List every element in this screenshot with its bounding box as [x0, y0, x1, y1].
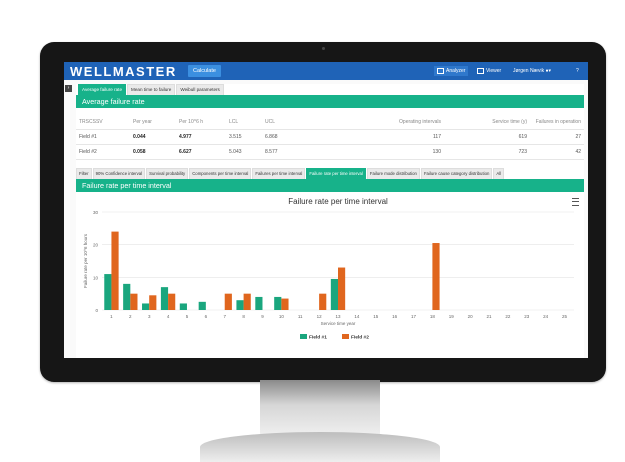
chart-panel: Failure rate per time interval 0 10 20 30 Fai… — [76, 192, 584, 358]
section-title-failure-rate: Failure rate per time interval — [76, 179, 584, 192]
legend-swatch — [300, 334, 307, 339]
bar-field1 — [274, 296, 282, 310]
bar-field2 — [111, 231, 119, 310]
x-tick-label: 15 — [373, 314, 379, 319]
x-tick-label: 25 — [562, 314, 568, 319]
tab-survival-probability[interactable]: Survival probability — [146, 168, 189, 179]
chart-title: Failure rate per time interval — [288, 197, 388, 206]
bar-field2 — [432, 243, 440, 310]
bar-field1 — [123, 283, 131, 310]
x-tick-label: 4 — [167, 314, 170, 319]
section-title-average: Average failure rate — [76, 95, 584, 108]
main-content: Average failure rate Mean time to failur… — [76, 84, 584, 358]
tab-filter[interactable]: Filter — [76, 168, 92, 179]
y-tick-label: 20 — [93, 243, 99, 248]
x-tick-label: 2 — [129, 314, 132, 319]
x-tick-label: 13 — [335, 314, 341, 319]
monitor-neck — [260, 380, 380, 435]
x-tick-label: 23 — [524, 314, 530, 319]
tab-confidence-interval[interactable]: 90% Confidence interval — [92, 168, 146, 179]
top-bar: WELLMASTER Calculate Analyzer Viewer Jør… — [64, 62, 588, 80]
x-tick-label: 22 — [505, 314, 511, 319]
bar-field1 — [160, 287, 169, 310]
chart-icon — [437, 67, 444, 74]
table-row: Field #2 0.058 6.627 5.043 8.577 130 723… — [76, 144, 584, 160]
tab-mean-time-to-failure[interactable]: Mean time to failure — [127, 84, 176, 95]
bar-field1 — [255, 296, 263, 310]
bar-field1 — [330, 278, 338, 310]
tab-average-failure-rate[interactable]: Average failure rate — [78, 84, 127, 95]
x-tick-label: 19 — [449, 314, 455, 319]
y-tick-label: 30 — [93, 210, 99, 215]
y-axis-label: Failure rate per 10^6 hours — [83, 233, 88, 288]
tab-failure-rate-per-interval[interactable]: Failure rate per time interval — [306, 168, 366, 179]
monitor-base — [200, 432, 440, 462]
y-tick-label: 10 — [93, 275, 99, 280]
collapse-icon[interactable]: › — [65, 85, 72, 92]
camera — [322, 47, 325, 50]
bar-field2 — [149, 295, 157, 310]
x-tick-label: 12 — [317, 314, 323, 319]
x-tick-label: 9 — [261, 314, 264, 319]
tab-failures-per-interval[interactable]: Failures per time interval — [252, 168, 306, 179]
chart-tabs: Filter 90% Confidence interval Survival … — [76, 168, 505, 179]
bar-field1 — [179, 303, 187, 310]
bar-field1 — [198, 301, 206, 310]
x-axis-label: Service time year — [321, 321, 356, 326]
legend-label: Field #1 — [309, 335, 327, 341]
help-icon[interactable]: ? — [576, 68, 579, 74]
y-tick-label: 0 — [95, 308, 98, 313]
user-icon: ●▾ — [545, 68, 552, 74]
calculate-button[interactable]: Calculate — [188, 65, 221, 77]
table-row: Field #1 0.044 4.977 3.515 6.868 117 619… — [76, 129, 584, 145]
tab-weibull-parameters[interactable]: Weibull parameters — [176, 84, 224, 95]
top-tabs: Average failure rate Mean time to failur… — [78, 84, 225, 95]
bar-field1 — [104, 274, 112, 310]
bar-field2 — [224, 293, 232, 310]
x-tick-label: 8 — [242, 314, 245, 319]
nav-analyzer[interactable]: Analyzer — [434, 66, 469, 76]
x-tick-label: 24 — [543, 314, 549, 319]
legend-swatch — [342, 334, 349, 339]
results-table: TRSCSSV Per year Per 10^6 h LCL UCL Oper… — [76, 115, 584, 160]
tab-failure-mode-distribution[interactable]: Failure mode distribution — [366, 168, 420, 179]
x-tick-label: 1 — [110, 314, 113, 319]
nav-viewer[interactable]: Viewer — [477, 66, 501, 76]
tab-failure-cause-distribution[interactable]: Failure cause category distribution — [420, 168, 493, 179]
table-header-row: TRSCSSV Per year Per 10^6 h LCL UCL Oper… — [76, 115, 584, 130]
bar-field2 — [243, 293, 251, 310]
x-tick-label: 7 — [223, 314, 226, 319]
x-tick-label: 14 — [354, 314, 360, 319]
bar-field2 — [319, 293, 327, 310]
bar-field2 — [168, 293, 176, 310]
x-tick-label: 16 — [392, 314, 398, 319]
x-tick-label: 20 — [468, 314, 474, 319]
bar-field2 — [338, 267, 346, 310]
failure-rate-chart: Failure rate per time interval 0 10 20 30 Fai… — [83, 197, 574, 341]
table-icon — [477, 67, 484, 74]
x-tick-label: 6 — [205, 314, 208, 319]
bar-field2 — [281, 298, 289, 310]
x-tick-label: 17 — [411, 314, 417, 319]
tab-components-per-interval[interactable]: Components per time interval — [189, 168, 252, 179]
legend-label: Field #2 — [351, 335, 369, 341]
x-tick-label: 3 — [148, 314, 151, 319]
bar-field1 — [142, 303, 150, 310]
x-tick-label: 5 — [186, 314, 189, 319]
menu-icon[interactable] — [572, 198, 579, 206]
screen: WELLMASTER Calculate Analyzer Viewer Jør… — [64, 62, 588, 358]
nav-user[interactable]: Jørgen Nævik ●▾ — [513, 68, 552, 74]
tab-all[interactable]: All — [493, 168, 505, 179]
app-logo: WELLMASTER — [70, 64, 177, 79]
x-tick-label: 10 — [279, 314, 285, 319]
x-tick-label: 18 — [430, 314, 436, 319]
x-tick-label: 11 — [298, 314, 303, 319]
x-tick-label: 21 — [487, 314, 493, 319]
bar-field2 — [130, 293, 138, 310]
bar-field1 — [236, 300, 244, 310]
